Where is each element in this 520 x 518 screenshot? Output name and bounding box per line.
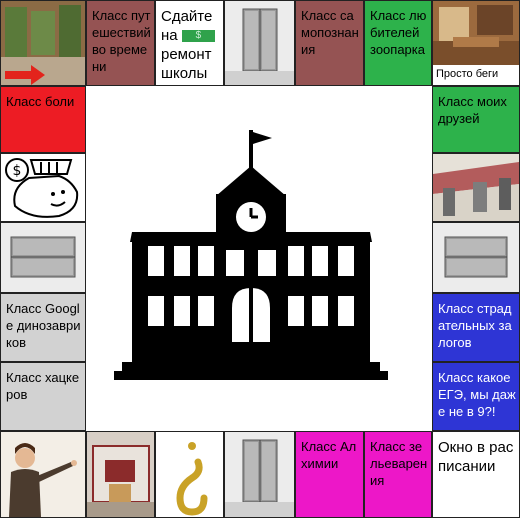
cell-school-repair[interactable]: Сдайте на $ ремонт школы: [155, 0, 224, 86]
corner-teacher[interactable]: [0, 431, 86, 518]
cell-alchemy[interactable]: Класс Алхимии: [295, 431, 364, 518]
cell-pain[interactable]: Класс боли: [0, 86, 86, 153]
office-photo-icon: [433, 1, 519, 65]
cell-zoo-lovers[interactable]: Класс любителей зоопарка: [364, 0, 432, 86]
cell-suffering-label: Класс страдательных залогов: [438, 301, 512, 350]
cell-elevator-bottom[interactable]: [224, 431, 295, 518]
cell-question[interactable]: [155, 431, 224, 518]
money-icon: $: [181, 30, 216, 43]
cell-my-friends-label: Класс моих друзей: [438, 94, 507, 126]
cell-alchemy-label: Класс Алхимии: [301, 439, 357, 471]
cell-google-dino[interactable]: Класс Google динозавриков: [0, 293, 86, 362]
cell-my-friends[interactable]: Класс моих друзей: [432, 86, 520, 153]
repair-text-1: Сдайте на: [161, 8, 213, 44]
cell-elevator-top[interactable]: [224, 0, 295, 86]
cell-self-knowledge-label: Класс самопознания: [301, 8, 359, 57]
elevator-icon: [225, 1, 294, 85]
elevator-icon: [433, 223, 519, 292]
cell-hackers-label: Класс хацкеров: [6, 370, 80, 402]
cell-money-bag[interactable]: $: [0, 153, 86, 222]
question-mark-icon: [176, 442, 208, 516]
library-photo-icon: [1, 1, 85, 85]
cell-potions-label: Класс зельеварения: [370, 439, 428, 488]
cell-time-travel[interactable]: Класс путешествий во времени: [86, 0, 155, 86]
cell-building[interactable]: [86, 431, 155, 518]
cell-ege-label: Класс какое ЕГЭ, мы даже не в 9?!: [438, 370, 516, 419]
board-center: [86, 86, 432, 431]
corner-window-label: Окно в расписании: [438, 439, 514, 475]
cell-zoo-lovers-label: Класс любителей зоопарка: [370, 8, 427, 57]
elevator-icon: [1, 223, 85, 292]
cell-suffering[interactable]: Класс страдательных залогов: [432, 293, 520, 362]
corner-just-run[interactable]: Просто беги: [432, 0, 520, 86]
cell-school-repair-label: Сдайте на $ ремонт школы: [161, 7, 220, 83]
corner-library[interactable]: [0, 0, 86, 86]
cell-elevator-left[interactable]: [0, 222, 86, 293]
cell-photo-right[interactable]: [432, 153, 520, 222]
cell-potions[interactable]: Класс зельеварения: [364, 431, 432, 518]
cell-elevator-right[interactable]: [432, 222, 520, 293]
cell-hackers[interactable]: Класс хацкеров: [0, 362, 86, 431]
elevator-icon: [225, 432, 294, 517]
street-photo-icon: [433, 154, 519, 221]
svg-text:$: $: [13, 163, 22, 179]
repair-text-2: ремонт школы: [161, 46, 212, 82]
school-building-icon: [114, 130, 388, 380]
corner-window[interactable]: Окно в расписании: [432, 431, 520, 518]
building-photo-icon: [87, 432, 154, 517]
cell-time-travel-label: Класс путешествий во времени: [92, 8, 151, 74]
cell-google-dino-label: Класс Google динозавриков: [6, 301, 81, 350]
money-bag-icon: $: [5, 158, 79, 218]
cell-self-knowledge[interactable]: Класс самопознания: [295, 0, 364, 86]
teacher-icon: [1, 432, 85, 517]
cell-ege[interactable]: Класс какое ЕГЭ, мы даже не в 9?!: [432, 362, 520, 431]
corner-just-run-label: Просто беги: [436, 68, 499, 80]
cell-pain-label: Класс боли: [6, 94, 75, 109]
